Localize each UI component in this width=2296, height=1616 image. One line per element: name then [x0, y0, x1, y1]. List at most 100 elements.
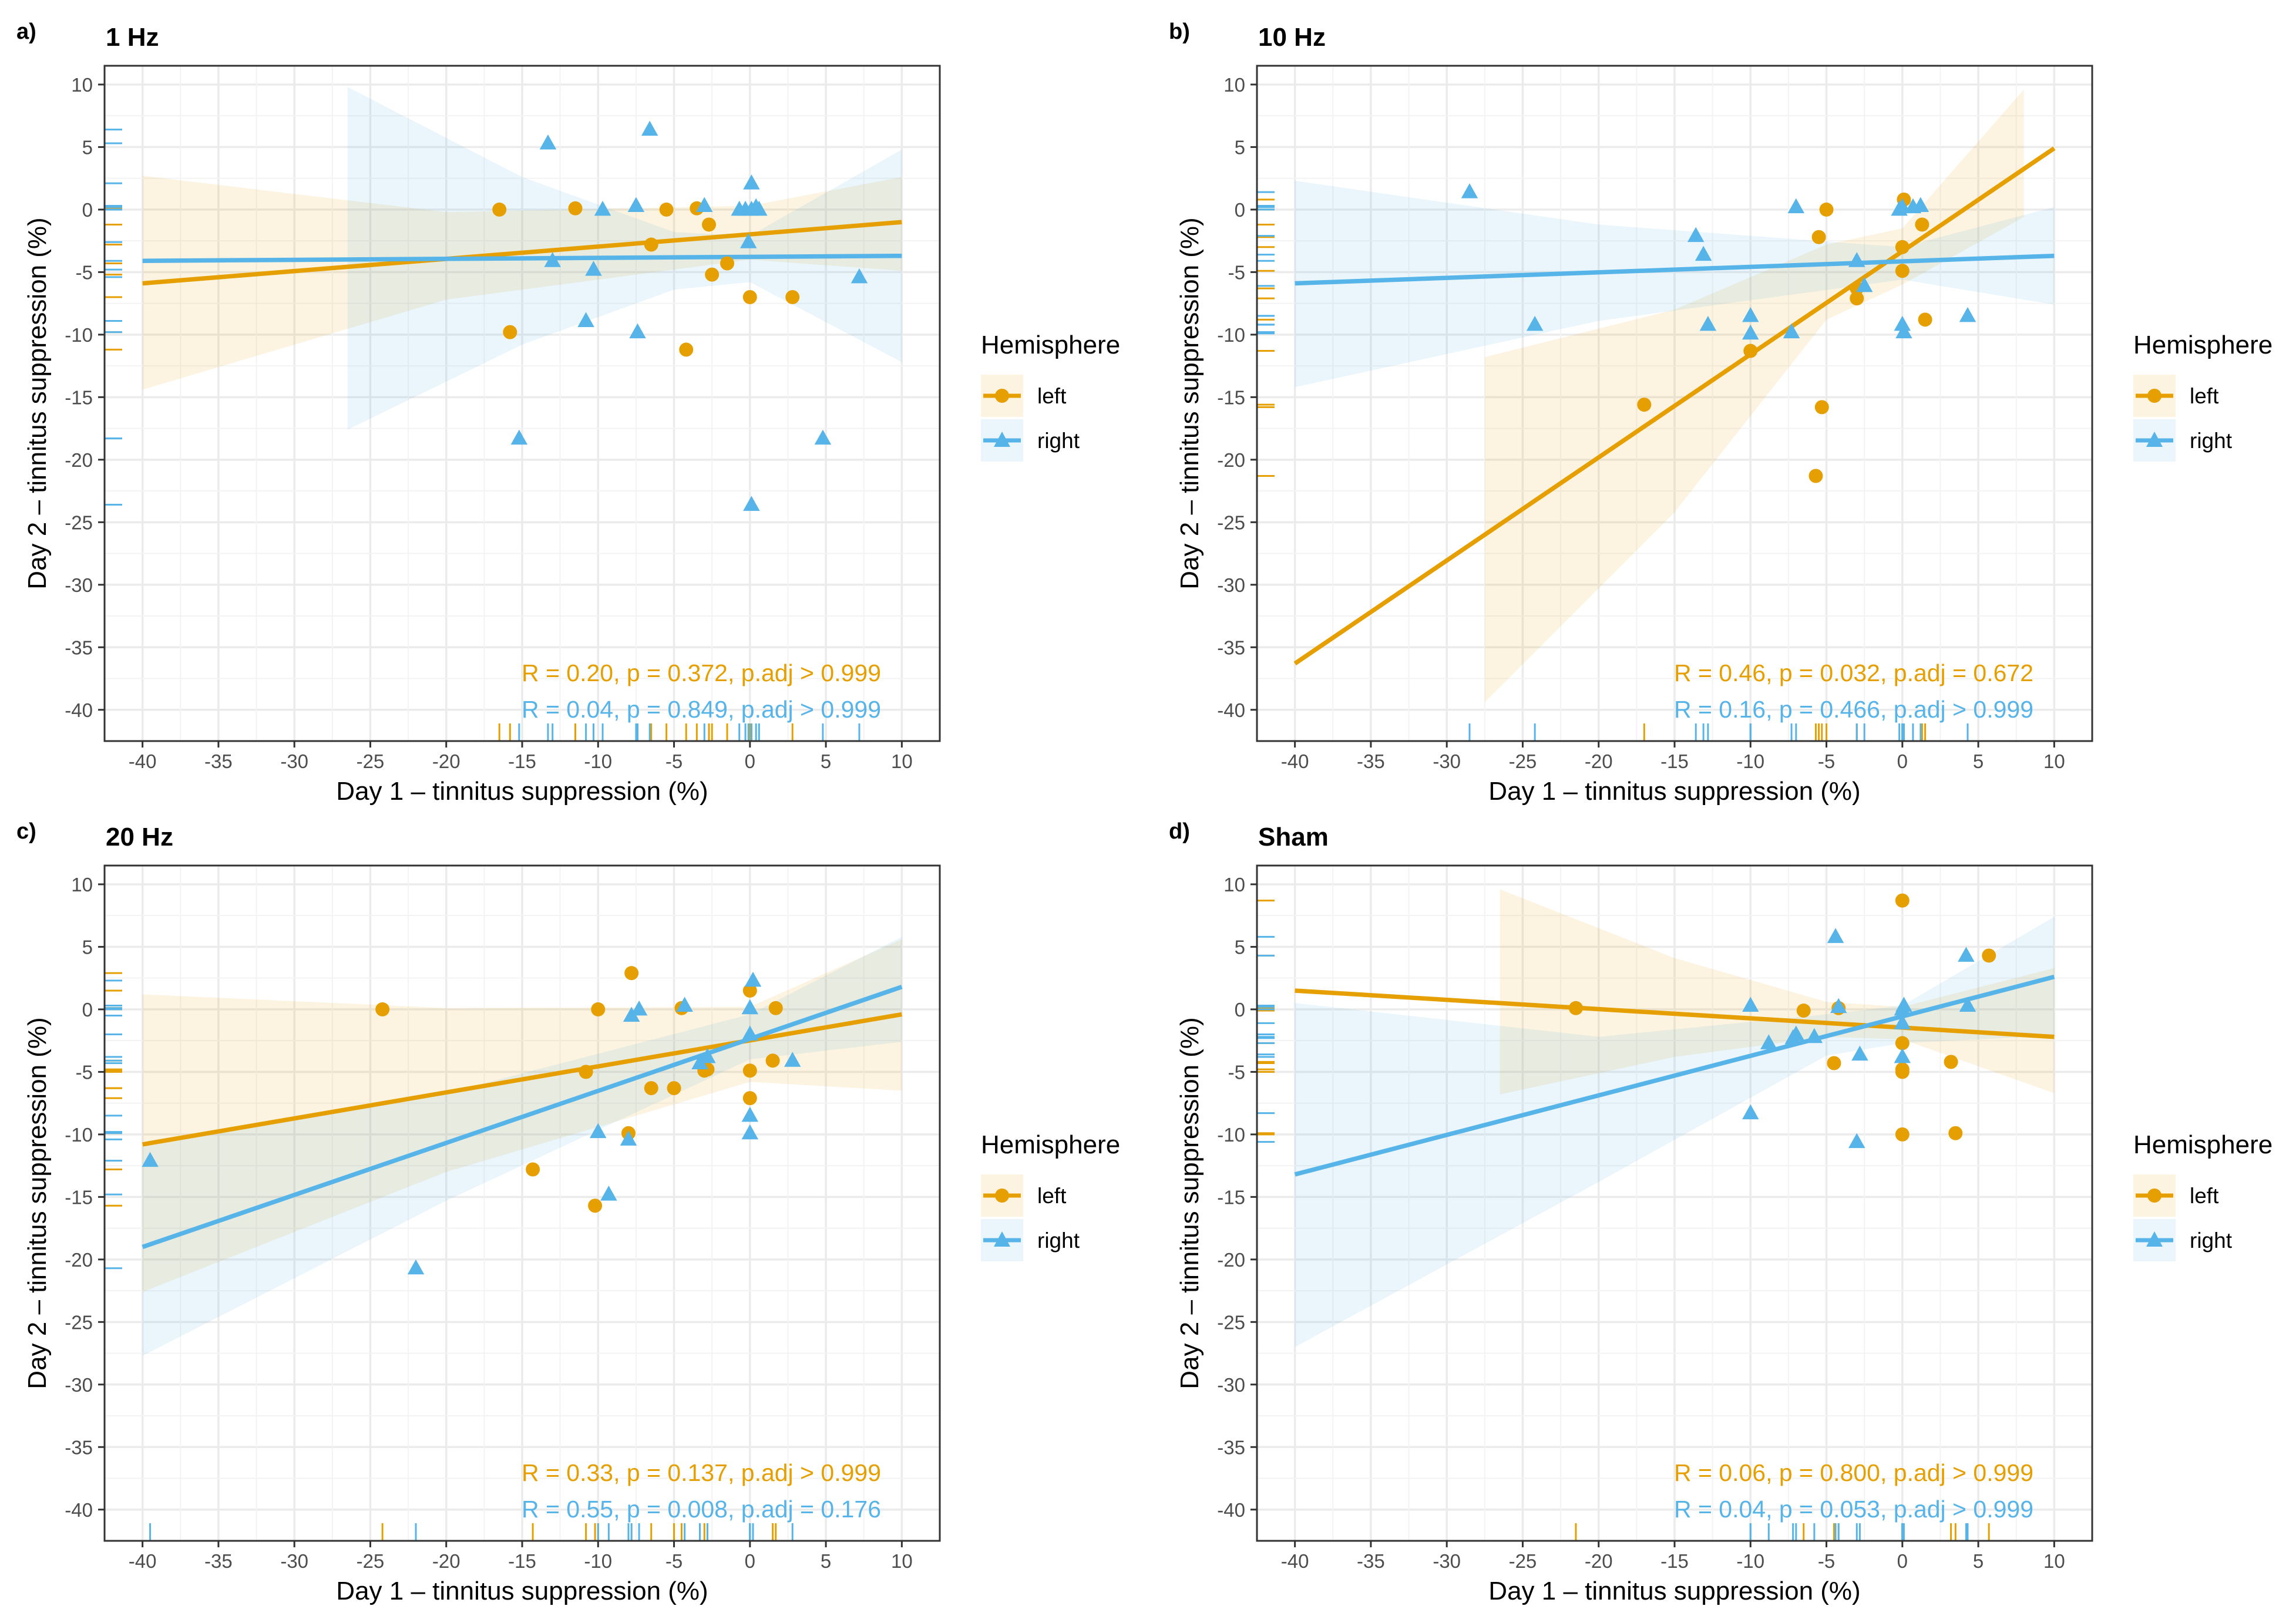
data-point-right — [743, 200, 760, 216]
y-tick-label: 10 — [71, 874, 93, 895]
legend-item-left[interactable]: left — [981, 375, 1067, 417]
y-tick-label: -15 — [1217, 386, 1245, 408]
x-tick-label: -10 — [1736, 750, 1764, 772]
x-tick-label: -40 — [129, 750, 157, 772]
x-tick-label: -30 — [1433, 1550, 1461, 1572]
stat-annotation-right: R = 0.55, p = 0.008, p.adj = 0.176 — [522, 1496, 881, 1523]
y-tick-label: -15 — [65, 1186, 93, 1208]
data-point-right — [1787, 198, 1805, 214]
x-tick-label: 5 — [1973, 750, 1984, 772]
regression-line-right — [1294, 974, 2055, 1177]
x-tick-label: 10 — [891, 1550, 913, 1572]
x-tick-label: -25 — [357, 1550, 385, 1572]
regression-line-right — [142, 253, 902, 263]
data-point-right — [741, 1106, 759, 1122]
y-tick-label: -40 — [1217, 1499, 1245, 1521]
legend-label: right — [1037, 429, 1080, 453]
data-point-left — [1850, 291, 1864, 306]
data-point-left — [1796, 1004, 1811, 1018]
stat-annotation-right: R = 0.04, p = 0.849, p.adj > 0.999 — [522, 696, 881, 723]
data-point-right — [1695, 245, 1712, 261]
x-tick-label: -25 — [357, 750, 385, 772]
x-axis-title: Day 1 – tinnitus suppression (%) — [1488, 777, 1860, 806]
y-axis-title: Day 2 – tinnitus suppression (%) — [23, 1017, 52, 1389]
data-point-left — [579, 1065, 593, 1079]
data-point-right — [1894, 198, 1911, 214]
x-tick-label: -40 — [1281, 1550, 1309, 1572]
panel-title: 20 Hz — [106, 823, 173, 851]
legend-item-right[interactable]: right — [2133, 1219, 2233, 1261]
x-tick-label: -35 — [204, 1550, 233, 1572]
data-point-left — [1948, 1126, 1963, 1140]
data-point-right — [743, 496, 760, 511]
data-point-left — [1895, 264, 1910, 278]
data-point-right — [1912, 197, 1929, 213]
legend-item-right[interactable]: right — [981, 419, 1080, 462]
data-point-left — [1918, 312, 1932, 327]
y-tick-label: -40 — [1217, 699, 1245, 721]
x-tick-label: -35 — [204, 750, 233, 772]
legend-item-right[interactable]: right — [2133, 419, 2233, 462]
data-point-left — [1808, 469, 1823, 483]
y-tick-label: -20 — [1217, 449, 1245, 471]
legend-label: right — [2190, 1228, 2233, 1253]
y-tick-label: 10 — [71, 74, 93, 96]
data-point-left — [1819, 202, 1834, 217]
legend-item-right[interactable]: right — [981, 1219, 1080, 1261]
y-tick-label: -30 — [1217, 1374, 1245, 1396]
regression-line-left — [1293, 146, 2056, 666]
legend-item-left[interactable]: left — [981, 1174, 1067, 1217]
data-point-left — [644, 1081, 658, 1096]
circle-icon — [995, 389, 1009, 403]
y-tick-label: -5 — [76, 261, 93, 283]
legend-label: left — [2190, 384, 2219, 408]
x-tick-label: -40 — [129, 1550, 157, 1572]
data-point-right — [544, 252, 561, 267]
panel-title: 10 Hz — [1258, 23, 1326, 52]
x-tick-label: 10 — [2043, 1550, 2065, 1572]
data-point-left — [667, 1081, 681, 1096]
data-point-left — [1814, 400, 1829, 415]
x-tick-label: -30 — [280, 750, 308, 772]
x-axis-title: Day 1 – tinnitus suppression (%) — [336, 777, 708, 806]
data-point-right — [741, 999, 759, 1015]
data-point-right — [743, 174, 760, 190]
data-point-left — [503, 325, 517, 339]
panel-tag: b) — [1169, 19, 1190, 44]
chart-panel-3: -40 -35 -30 -25 -20 -15 -10 -5 0 5 10 10 5 0 -5 -10 -15 -… — [16, 819, 1120, 1605]
data-point-right — [142, 1152, 159, 1167]
data-point-right — [629, 323, 646, 339]
x-tick-label: 10 — [2043, 750, 2065, 772]
data-point-right — [1895, 323, 1912, 339]
confidence-band-left — [1500, 889, 2055, 1095]
data-point-left — [1827, 1056, 1841, 1070]
stat-annotation-right: R = 0.04, p = 0.053, p.adj > 0.999 — [1674, 1496, 2033, 1523]
legend-item-left[interactable]: left — [2133, 1174, 2219, 1217]
data-point-right — [577, 312, 594, 327]
x-tick-label: -15 — [508, 750, 536, 772]
x-tick-label: -5 — [665, 1550, 683, 1572]
data-point-left — [742, 289, 757, 304]
x-tick-label: -35 — [1357, 750, 1385, 772]
stat-annotation-left: R = 0.46, p = 0.032, p.adj = 0.672 — [1674, 659, 2033, 686]
y-tick-label: -25 — [65, 1311, 93, 1333]
circle-icon — [995, 1189, 1009, 1203]
y-tick-label: -10 — [65, 324, 93, 346]
data-point-right — [1959, 307, 1976, 322]
y-tick-label: -10 — [1217, 324, 1245, 346]
y-tick-label: -15 — [1217, 1186, 1245, 1208]
data-point-left — [568, 201, 583, 216]
data-point-right — [814, 429, 832, 445]
x-tick-label: 0 — [745, 1550, 755, 1572]
data-point-right — [407, 1259, 425, 1275]
y-tick-label: -35 — [1217, 1436, 1245, 1458]
y-axis-title: Day 2 – tinnitus suppression (%) — [23, 217, 52, 589]
circle-icon — [2147, 1189, 2161, 1203]
data-point-right — [539, 134, 557, 150]
y-tick-label: 5 — [1235, 136, 1245, 158]
x-tick-label: -30 — [280, 1550, 308, 1572]
x-tick-label: 5 — [1973, 1550, 1984, 1572]
data-point-right — [784, 1052, 801, 1067]
legend-item-left[interactable]: left — [2133, 375, 2219, 417]
